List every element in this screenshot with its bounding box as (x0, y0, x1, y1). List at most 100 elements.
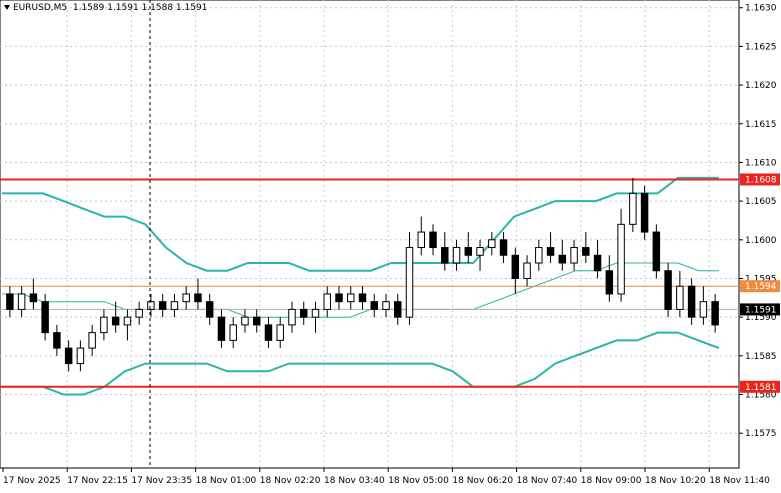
time-axis[interactable]: 17 Nov 2025 17 Nov 22:15 17 Nov 23:35 18 No… (2, 468, 770, 486)
candle-body (511, 254, 520, 279)
candle-body (347, 293, 355, 303)
candle-body (76, 347, 85, 365)
plot-area[interactable] (0, 0, 740, 469)
y-tick-label: 1.1595 (745, 274, 777, 284)
candle-body (358, 293, 367, 303)
candle-body (194, 293, 202, 303)
x-tick-label: 18 Nov 01:00 (196, 476, 257, 486)
candle-body (570, 247, 578, 264)
price-axis[interactable]: 1.1575 1.1580 1.1585 1.1590 1.1595 1.1600 1.16… (739, 4, 780, 439)
grid-lines (0, 0, 739, 468)
candle-body (123, 316, 132, 326)
last-price-tag (740, 303, 780, 316)
candle-body (640, 192, 649, 233)
candle-body (652, 231, 661, 272)
candle-body (217, 316, 226, 341)
candle-body (299, 308, 308, 318)
y-tick-label: 1.1575 (745, 429, 777, 439)
candle-body (158, 301, 167, 310)
candle-body (88, 332, 96, 349)
bollinger-upper-line (2, 176, 719, 272)
y-tick-label: 1.1605 (745, 197, 777, 207)
candle-body (452, 247, 461, 264)
candle-body (441, 247, 449, 264)
y-tick-label: 1.1630 (745, 4, 777, 14)
price-level-tag (740, 380, 780, 393)
candle-body (276, 324, 284, 341)
candle-body (264, 324, 273, 341)
price-level-tag (740, 173, 780, 186)
x-tick-label: 18 Nov 06:20 (452, 476, 513, 486)
x-tick-label: 18 Nov 07:40 (517, 476, 578, 486)
candle-body (629, 192, 637, 225)
dropdown-triangle-icon[interactable] (4, 5, 10, 10)
candle-body (429, 231, 437, 249)
chart-header: EURUSD,M5 1.1589 1.1591 1.1588 1.1591 (4, 3, 207, 13)
y-tick-label: 1.1590 (745, 313, 777, 323)
candle-body (17, 293, 26, 310)
candle-body (582, 247, 590, 256)
ohlc-values: 1.1589 1.1591 1.1588 1.1591 (72, 3, 208, 13)
candle-body (417, 231, 426, 249)
candle-body (53, 332, 61, 349)
last-price-label: 1.1591 (745, 305, 777, 315)
candle-body (135, 308, 143, 318)
candle-body (311, 308, 320, 318)
candle-body (617, 223, 625, 295)
price-level-label: 1.1594 (745, 282, 777, 292)
candle-body (252, 316, 261, 326)
candle-body (111, 316, 120, 326)
x-tick-label: 18 Nov 09:00 (581, 476, 642, 486)
candle-body (147, 301, 155, 310)
candle-body (711, 301, 719, 326)
candle-body (182, 293, 190, 303)
y-tick-label: 1.1610 (745, 158, 777, 168)
candle-body (523, 262, 531, 279)
x-tick-label: 18 Nov 05:00 (388, 476, 449, 486)
price-level-label: 1.1581 (745, 383, 777, 393)
candle-body (241, 316, 249, 326)
candle-body (382, 301, 390, 310)
candle-body (605, 270, 614, 295)
x-tick-label: 17 Nov 2025 (3, 476, 61, 486)
candle-body (593, 254, 602, 272)
candle-body (288, 308, 296, 326)
y-tick-label: 1.1615 (745, 120, 777, 130)
price-level-label: 1.1608 (745, 175, 777, 185)
y-tick-label: 1.1585 (745, 352, 777, 362)
x-tick-label: 18 Nov 02:20 (260, 476, 321, 486)
candle-body (370, 301, 378, 310)
candle-body (170, 301, 179, 310)
candle-body (464, 247, 473, 256)
candle-body (29, 293, 38, 303)
candle-body (323, 293, 331, 310)
x-tick-label: 17 Nov 23:35 (131, 476, 192, 486)
x-tick-label: 18 Nov 10:20 (645, 476, 706, 486)
horizontal-levels (0, 178, 739, 388)
y-tick-label: 1.1625 (745, 42, 777, 52)
price-level-tag (740, 280, 780, 293)
y-tick-label: 1.1580 (745, 391, 777, 401)
candle-body (100, 316, 108, 334)
x-tick-label: 18 Nov 03:40 (324, 476, 385, 486)
symbol-label: EURUSD,M5 (13, 3, 68, 13)
candle-body (699, 301, 708, 318)
candle-body (335, 293, 343, 303)
candle-body (499, 239, 508, 256)
candle-body (205, 301, 214, 318)
x-tick-label: 17 Nov 22:15 (67, 476, 128, 486)
candle-body (676, 285, 684, 310)
y-tick-label: 1.1620 (745, 81, 777, 91)
candlesticks (6, 177, 719, 372)
candle-body (546, 247, 555, 256)
candle-body (64, 347, 73, 365)
candle-body (229, 324, 237, 341)
candle-body (405, 247, 414, 318)
candle-body (476, 247, 484, 256)
candle-body (488, 239, 496, 249)
x-tick-label: 18 Nov 11:40 (709, 476, 770, 486)
candle-body (687, 285, 696, 318)
bollinger-lower-line (2, 331, 720, 396)
